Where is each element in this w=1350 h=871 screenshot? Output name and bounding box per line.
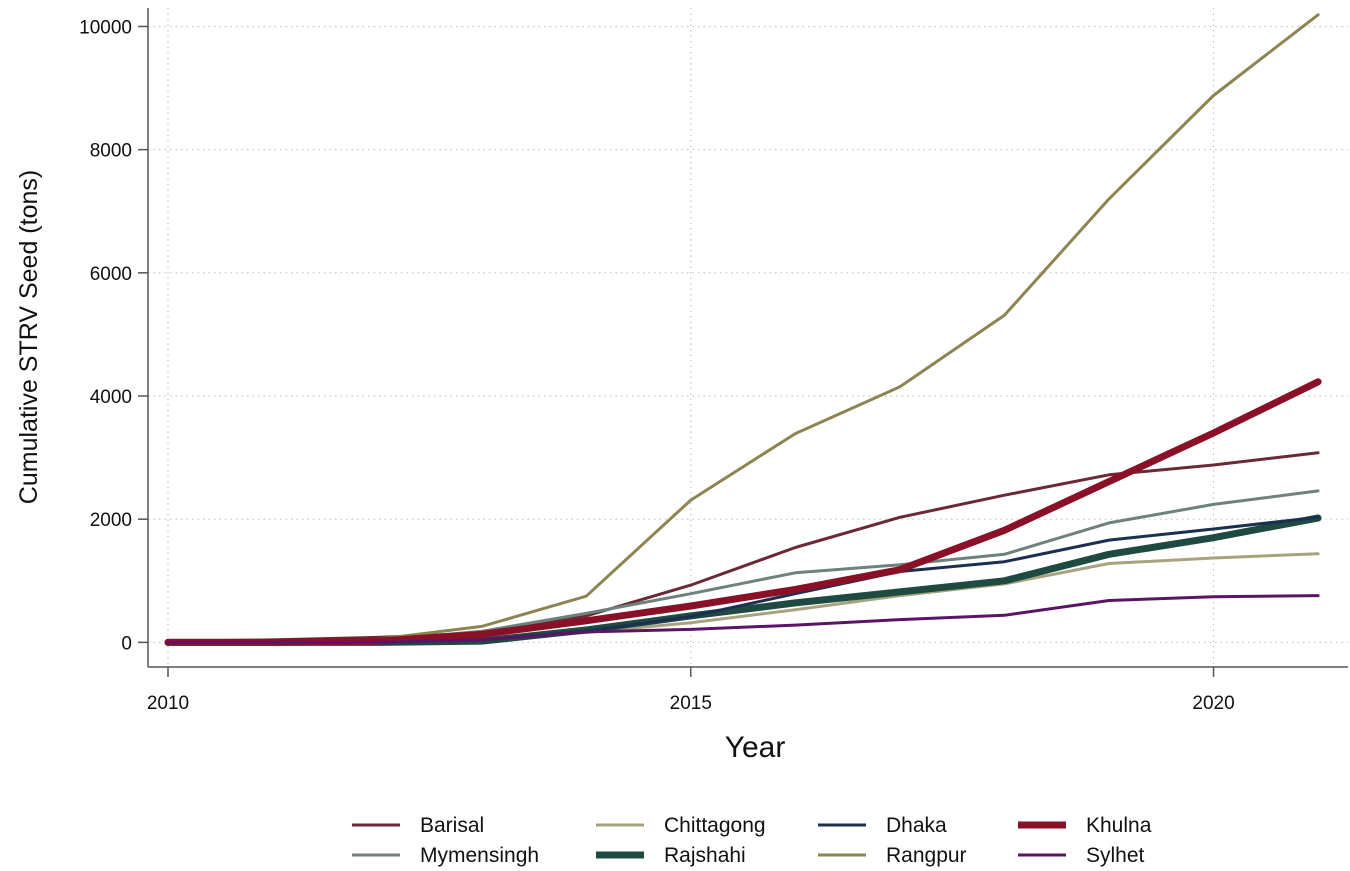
legend-label: Chittagong	[664, 814, 766, 837]
legend-item-dhaka: Dhaka	[818, 814, 947, 837]
y-tick-label: 10000	[79, 17, 132, 38]
legend-item-khulna: Khulna	[1018, 814, 1152, 837]
legend-item-rajshahi: Rajshahi	[596, 844, 746, 867]
grid	[148, 8, 1348, 667]
series-line-dhaka	[166, 515, 1320, 644]
legend-item-sylhet: Sylhet	[1018, 844, 1145, 867]
legend-item-mymensingh: Mymensingh	[352, 844, 539, 867]
series-lines	[164, 13, 1322, 646]
legend-label: Dhaka	[886, 814, 947, 837]
y-tick-label: 6000	[90, 264, 132, 285]
legend: Barisal Chittagong Dhaka Khulna Mymensingh Ra…	[352, 814, 1152, 867]
y-tick-label: 2000	[90, 510, 132, 531]
legend-label: Rangpur	[886, 844, 967, 867]
axes	[147, 8, 1348, 668]
series-line-sylhet	[166, 594, 1320, 644]
legend-label: Rajshahi	[664, 844, 746, 867]
x-tick-label: 2020	[1192, 693, 1234, 714]
x-tick-label: 2015	[670, 693, 712, 714]
y-tick-label: 0	[121, 633, 132, 654]
x-tick-label: 2010	[147, 693, 189, 714]
legend-label: Mymensingh	[420, 844, 539, 867]
y-tick-label: 4000	[90, 387, 132, 408]
tick-labels: 0 2000 4000 6000 8000 10000 2010 2015 2020	[79, 17, 1235, 714]
legend-item-barisal: Barisal	[352, 814, 484, 837]
legend-label: Sylhet	[1086, 844, 1145, 867]
legend-label: Khulna	[1086, 814, 1152, 837]
legend-item-rangpur: Rangpur	[818, 844, 967, 867]
x-axis-title: Year	[725, 731, 786, 764]
legend-label: Barisal	[420, 814, 484, 837]
legend-item-chittagong: Chittagong	[596, 814, 766, 837]
series-line-khulna	[164, 378, 1322, 646]
y-tick-label: 8000	[90, 141, 132, 162]
y-axis-title: Cumulative STRV Seed (tons)	[15, 170, 43, 504]
